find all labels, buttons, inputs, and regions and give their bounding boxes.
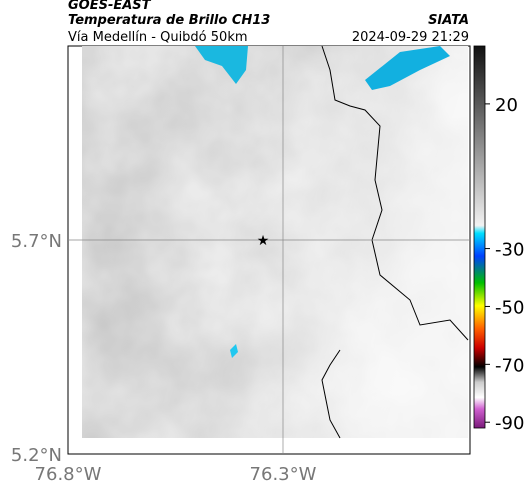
lat-label: 5.2°N [11,445,62,466]
map: ★ 5.7°N 5.2°N 76.8°W 76.3°W [11,45,471,485]
source: GOES-EAST [68,0,152,13]
cold-cloud [365,46,450,90]
colorbar [473,45,486,429]
subtitle: Vía Medellín - Quibdó 50km [68,30,248,45]
colorbar-tick-label: 20 [495,95,518,116]
cloud-fade [82,46,468,438]
timestamp: 2024-09-29 21:29 [352,30,469,45]
cold-cloud [195,46,248,84]
lat-label: 5.7°N [11,231,62,252]
colorbar-tick-label: -50 [495,297,524,318]
lon-label: 76.8°W [35,464,102,485]
title: Temperatura de Brillo CH13 [68,13,270,28]
lon-label: 76.3°W [250,464,317,485]
location-marker: ★ [257,233,270,249]
border-line [321,45,469,439]
brand: SIATA [428,13,469,28]
cold-cloud [230,344,238,358]
colorbar-tick-label: -90 [495,413,524,434]
colorbar-tick-label: -70 [495,355,524,376]
colorbar-tick-label: -30 [495,240,524,261]
